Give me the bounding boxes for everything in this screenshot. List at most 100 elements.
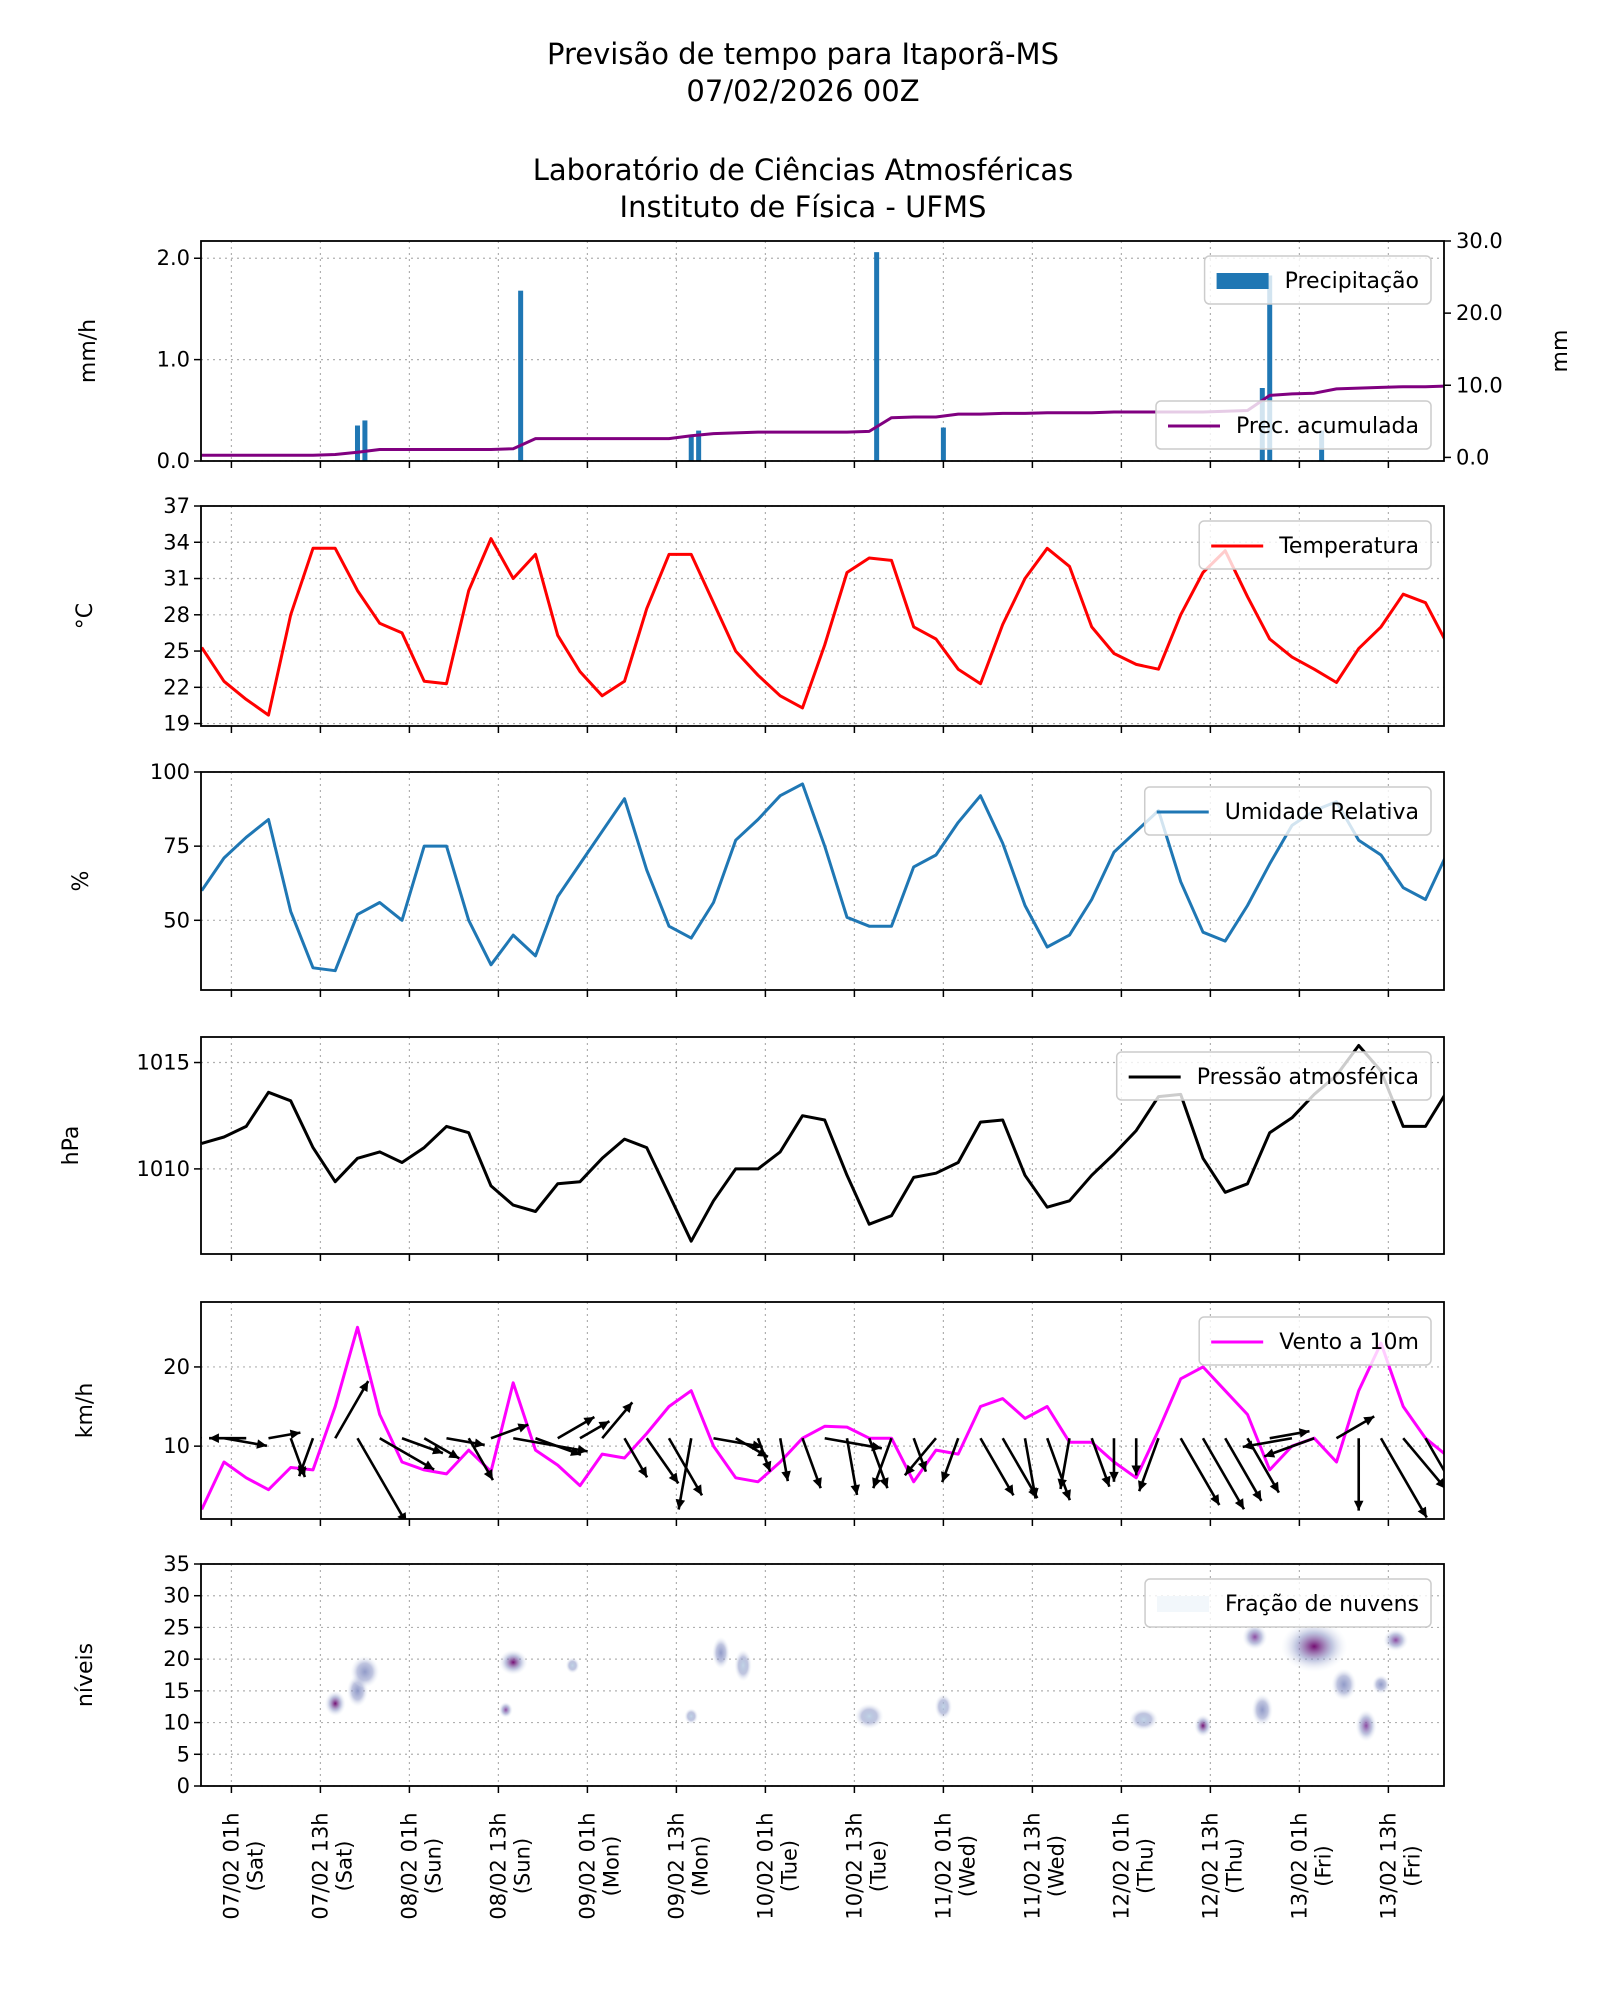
legend-label: Precipitação [1285,269,1419,294]
cloud-fraction-blob [855,1703,884,1729]
cloud-fraction-blob [1242,1624,1268,1650]
legend-box [1198,520,1432,570]
wind-arrow-head [1101,1475,1111,1487]
precip-bar [688,435,694,461]
y-tick-label: 0.0 [157,449,190,473]
legend: Pressão atmosférica [1115,1051,1432,1101]
y-tick-label: 1010 [137,1157,190,1181]
wind-arrow-head [598,1421,610,1431]
y-tick-label: 20 [163,1355,190,1379]
legend-swatch [1216,273,1269,289]
plot-area [201,1325,1491,1519]
title-line-3: Laboratório de Ciências Atmosféricas [533,153,1074,187]
title-line-2: 07/02/2026 00Z [686,74,919,108]
wind-arrow-head [904,1464,915,1476]
cloud-fraction-blob [1331,1668,1357,1701]
right-y-tick-label: 30.0 [1456,229,1503,253]
y-axis-label: % [69,871,94,892]
y-tick-label: 22 [163,675,190,699]
wind-arrow [677,1437,693,1510]
wind-arrow-head [668,1472,679,1484]
wind-arrow-head [872,1477,882,1489]
cloud-fraction-blob [1383,1629,1409,1652]
y-tick-label: 15 [163,1679,190,1703]
y-tick-label: 31 [163,567,190,591]
wind-arrow-head [577,1444,588,1455]
legend-label: Temperatura [1278,534,1419,559]
y-tick-label: 25 [163,639,190,663]
legend-label: Prec. acumulada [1236,414,1419,439]
cloud-fraction-blob [1281,1621,1347,1672]
precip-bar [518,290,524,461]
precip-bar [874,252,880,461]
wind-arrow-head [1057,1478,1067,1490]
wind-arrow [1045,1437,1072,1501]
legend: Vento a 10m [1198,1316,1432,1366]
legend: Fração de nuvens [1144,1578,1432,1628]
wind-arrow-head [1210,1494,1220,1506]
cloud-fraction-blob [1129,1708,1158,1731]
wind-arrow-head [675,1498,686,1510]
wind-arrow-head [448,1449,460,1459]
wind-arrow-head [1138,1480,1148,1492]
precip-bar [362,420,368,461]
x-tick-label-date: 09/02 13h [664,1812,688,1919]
right-y-tick-label: 10.0 [1456,373,1503,397]
x-tick-label-date: 11/02 01h [931,1812,955,1919]
wind-arrow-head [941,1471,951,1483]
wind-arrow [334,1380,370,1439]
y-tick-label: 50 [163,908,190,932]
axes-frame [200,1563,1445,1787]
wind-arrow-head [1131,1465,1142,1476]
legend-label: Umidade Relativa [1225,800,1419,825]
wind-arrow-head [397,1512,407,1519]
cloud-fraction-blob [712,1637,730,1669]
wind-arrow [1379,1437,1428,1519]
wind-arrow [1424,1437,1444,1473]
wind-arrow-head [474,1438,485,1448]
x-tick-label-date: 12/02 13h [1198,1812,1222,1919]
wind-arrow-head [289,1429,301,1440]
wind-arrow-head [781,1470,791,1482]
cloud-fraction-blob [350,1656,380,1688]
x-tick-label-date: 11/02 13h [1020,1812,1044,1919]
wind-arrow-head [622,1402,633,1414]
wind-arrow-head [517,1423,529,1433]
y-axis-label: níveis [73,1643,98,1707]
x-tick-label-date: 10/02 13h [842,1812,866,1919]
x-tick-label-day: (Mon) [688,1836,712,1897]
x-tick-label-date: 07/02 13h [308,1812,332,1919]
x-tick-label-date: 07/02 01h [219,1812,243,1919]
x-tick-label-date: 10/02 01h [753,1812,777,1919]
y-tick-label: 30 [163,1584,190,1608]
wind-arrow-head [256,1439,267,1449]
wind-arrow-head [1269,1481,1279,1493]
axes-frame [200,771,1445,991]
x-tick-label-date: 13/02 13h [1376,1812,1400,1919]
wind-arrow-head [1061,1489,1071,1501]
y-tick-label: 19 [163,712,190,736]
x-tick-label-date: 08/02 13h [486,1812,510,1919]
y-tick-label: 0 [177,1774,190,1798]
axes-frame [200,1036,1445,1255]
wind-arrow-head [1363,1416,1375,1426]
y-tick-label: 100 [150,760,190,784]
y-tick-label: 10 [163,1434,190,1458]
panel-wind: 10 20 km/h Vento a 10m [73,1301,1491,1526]
cloud-fraction-blob [324,1691,346,1717]
wind-arrow [1448,1438,1491,1454]
cloud-fraction-blob [684,1708,698,1724]
y-tick-label: 1015 [137,1051,190,1075]
x-tick-label-day: (Sat) [243,1841,267,1892]
wind-arrow [1001,1437,1039,1499]
legend-box [1203,255,1432,305]
pressure-line [201,1044,1444,1243]
y-tick-label: 10 [163,1711,190,1735]
wind-arrow-head [570,1446,581,1456]
precip-bar [1267,275,1273,461]
wind-arrow-head [432,1445,443,1455]
wind-arrow [1179,1437,1221,1506]
x-tick-label-day: (Fri) [1400,1845,1424,1886]
title-line-4: Instituto de Física - UFMS [620,190,987,224]
